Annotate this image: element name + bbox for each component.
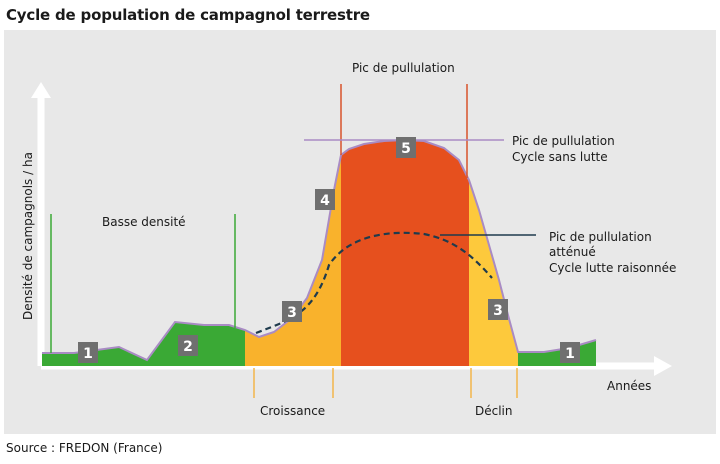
sans-lutte-annotation-line2: Cycle sans lutte [512, 150, 608, 164]
basse-densite-label: Basse densité [102, 215, 186, 229]
phase-badge: 4 [315, 189, 335, 210]
phase-badge-label: 1 [83, 346, 93, 362]
phase-area-decline [469, 180, 518, 366]
phase-badge: 1 [78, 342, 98, 363]
phase-badge: 5 [396, 137, 416, 158]
y-axis-label: Densité de campagnols / ha [21, 152, 35, 320]
phase-badge-label: 4 [320, 193, 330, 209]
source-note: Source : FREDON (France) [6, 441, 163, 455]
attenue-annotation-line1: Pic de pullulation [549, 230, 652, 244]
croissance-label: Croissance [260, 404, 325, 418]
sans-lutte-annotation-line1: Pic de pullulation [512, 134, 615, 148]
x-axis-arrow [654, 356, 672, 376]
phase-badge-label: 2 [183, 339, 193, 355]
phase-badges: 1 2 3 4 5 3 1 [78, 137, 580, 363]
phase-badge: 3 [488, 299, 508, 320]
pic-de-pullulation-label: Pic de pullulation [352, 61, 455, 75]
phase-badge-label: 3 [287, 305, 297, 321]
diagram-panel: 1 2 3 4 5 3 1 [4, 30, 716, 434]
attenue-annotation-line3: Cycle lutte raisonnée [549, 261, 676, 275]
phase-badge-label: 1 [565, 346, 575, 362]
attenue-annotation-line2: atténué [549, 245, 596, 259]
page-title: Cycle de population de campagnol terrest… [6, 6, 370, 24]
phase-badge: 3 [282, 301, 302, 322]
phase-badge-label: 5 [401, 141, 411, 157]
attenuated-curve [255, 231, 493, 335]
population-curve [42, 138, 597, 362]
phase-badge: 2 [178, 335, 198, 356]
phase-area-peak [341, 140, 469, 366]
phase-badge-label: 3 [493, 303, 503, 319]
x-axis-label: Années [607, 379, 651, 393]
phase-area-growth [245, 155, 341, 366]
phase-badge: 1 [560, 342, 580, 363]
declin-label: Déclin [475, 404, 513, 418]
population-cycle-diagram: 1 2 3 4 5 3 1 [21, 61, 676, 418]
y-axis-arrow [31, 82, 51, 98]
